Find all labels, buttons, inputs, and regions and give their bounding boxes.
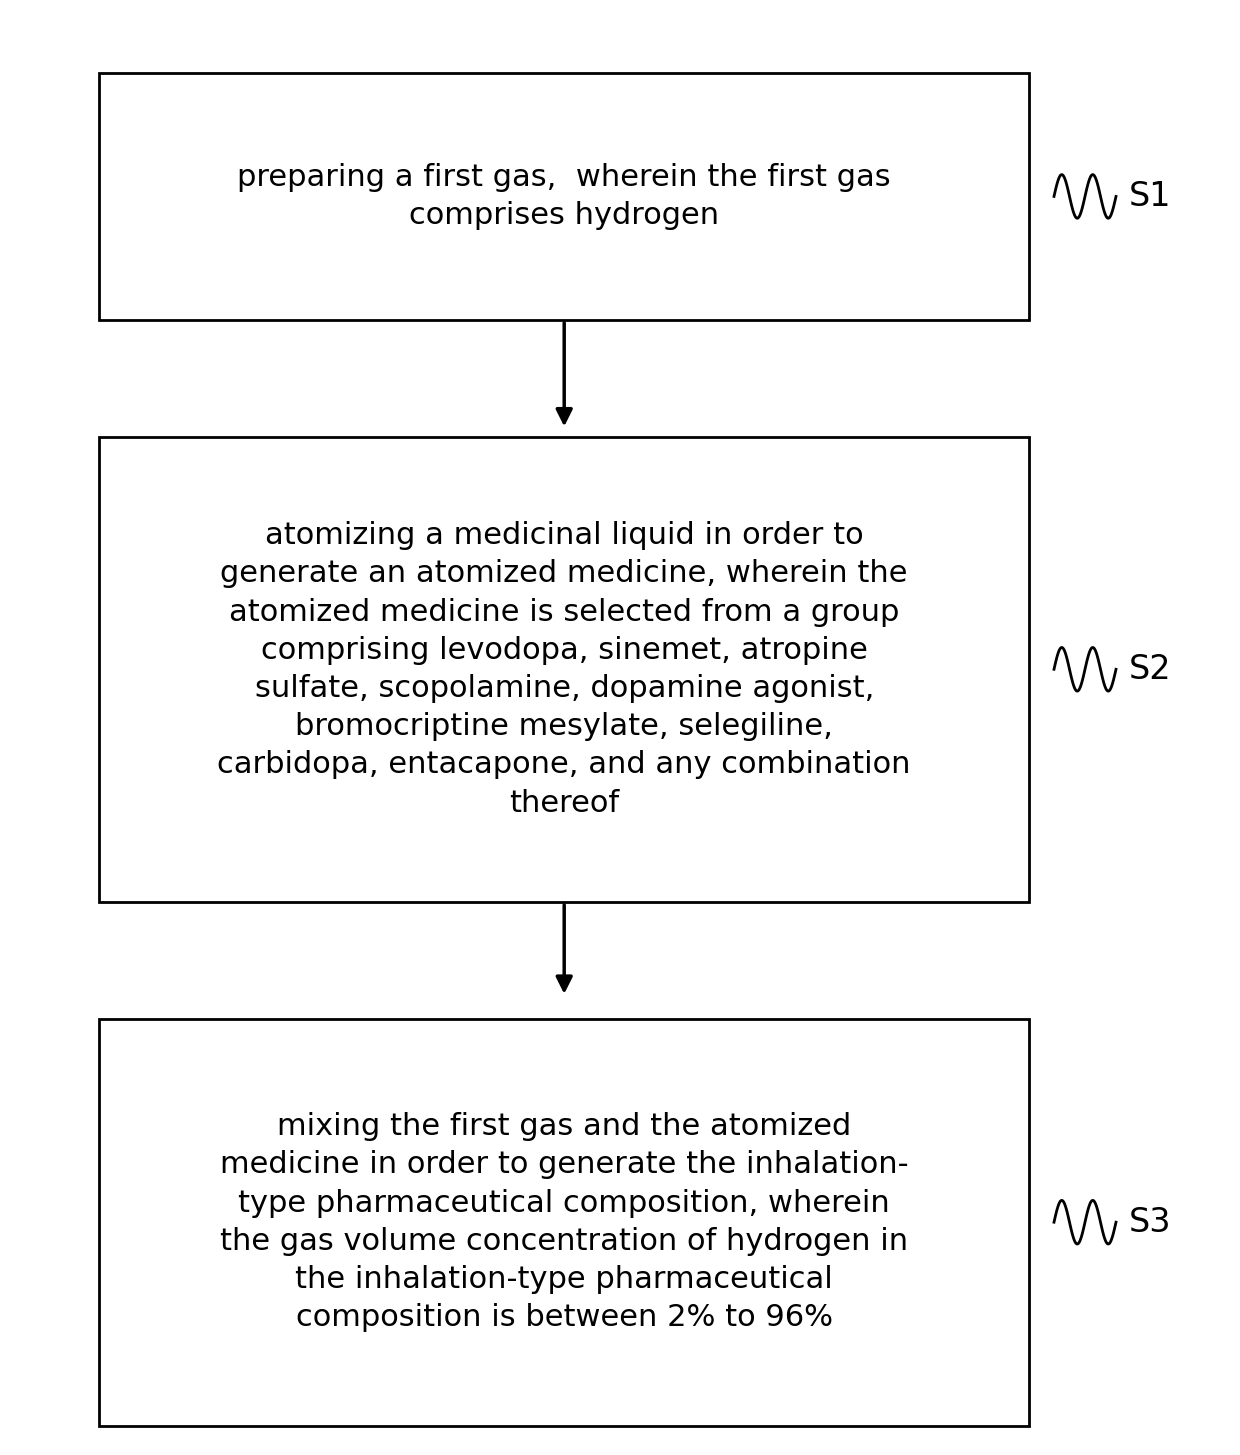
FancyBboxPatch shape — [99, 73, 1029, 320]
Text: S1: S1 — [1128, 180, 1171, 212]
Text: S2: S2 — [1128, 653, 1171, 685]
Text: S3: S3 — [1128, 1206, 1171, 1238]
Text: preparing a first gas,  wherein the first gas
comprises hydrogen: preparing a first gas, wherein the first… — [237, 163, 892, 230]
FancyBboxPatch shape — [99, 436, 1029, 902]
FancyBboxPatch shape — [99, 1018, 1029, 1426]
Text: atomizing a medicinal liquid in order to
generate an atomized medicine, wherein : atomizing a medicinal liquid in order to… — [217, 521, 911, 818]
Text: mixing the first gas and the atomized
medicine in order to generate the inhalati: mixing the first gas and the atomized me… — [219, 1112, 909, 1333]
